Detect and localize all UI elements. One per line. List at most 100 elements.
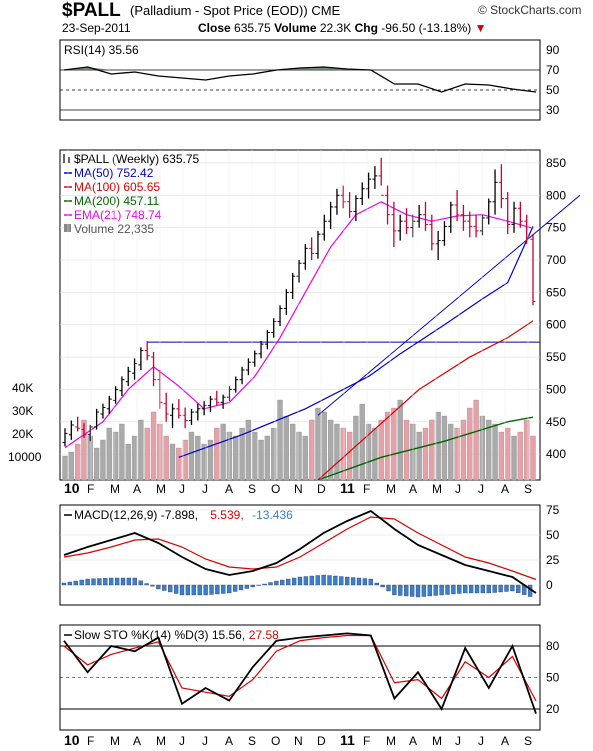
macd-histogram-bar (109, 577, 114, 586)
macd-histogram-bar (409, 584, 415, 597)
volume-bar (62, 455, 68, 481)
volume-bar (125, 443, 131, 481)
price-tick-label: 700 (546, 253, 566, 267)
volume-bar (321, 411, 327, 481)
sto-x-tick-label: F (363, 734, 370, 748)
volume-bar (302, 435, 308, 481)
macd-histogram-bar (79, 579, 84, 586)
price-x-tick-label: J (478, 482, 484, 496)
sto-x-tick-label: F (87, 734, 94, 748)
volume-bar (271, 427, 277, 481)
price-x-tick-label: O (271, 482, 280, 496)
volume-tick-label: 20K (12, 427, 33, 441)
volume-bar (365, 423, 372, 481)
price-x-tick-label: F (363, 482, 370, 496)
price-x-tick-label: 10 (64, 480, 80, 496)
macd-histogram-bar (274, 580, 279, 586)
macd-histogram-bar (445, 584, 450, 595)
volume-bar (226, 431, 233, 481)
macd-signal-line (63, 516, 537, 581)
volume-value: 22.3K (319, 21, 352, 35)
volume-bar (435, 411, 441, 481)
price-tick-label: 850 (546, 156, 566, 170)
price-x-tick-label: A (501, 482, 509, 496)
volume-bar (201, 443, 207, 481)
macd-histogram-bar (91, 578, 96, 586)
sto-tick-label: 20 (546, 702, 560, 716)
price-x-tick-label: J (202, 482, 208, 496)
macd-histogram-bar (103, 578, 108, 586)
macd-histogram-bar (256, 584, 261, 586)
macd-histogram-bar (421, 584, 427, 597)
volume-bar (138, 419, 144, 481)
macd-histogram-bar (404, 584, 409, 597)
rsi-tick-label: 30 (546, 103, 560, 117)
macd-histogram-bar (315, 575, 320, 586)
macd-histogram-bar (356, 577, 362, 586)
volume-bar (207, 439, 214, 481)
volume-bar (378, 419, 384, 481)
legend-swatch (64, 224, 71, 232)
macd-histogram-bar (156, 584, 161, 590)
quote-date: 23-Sep-2011 (62, 21, 131, 35)
volume-bar (214, 427, 220, 481)
volume-bar (106, 427, 112, 481)
volume-bar (391, 407, 397, 481)
macd-histogram-bar (498, 584, 503, 593)
macd-histogram-bar (350, 577, 356, 586)
volume-bar (524, 419, 530, 481)
sto-x-tick-label: M (432, 734, 442, 748)
macd-histogram-bar (339, 576, 344, 586)
macd-histogram-bar (427, 584, 432, 597)
macd-histogram-bar (268, 582, 273, 586)
macd-histogram-bar (368, 578, 373, 586)
bar-legend-icon (63, 154, 70, 163)
sto-legend-label: 27.58 (249, 628, 279, 642)
macd-histogram-bar (209, 584, 214, 595)
price-tick-label: 650 (546, 285, 566, 299)
rsi-tick-label: 50 (546, 83, 560, 97)
close-label: Close (198, 21, 231, 35)
volume-bar (182, 439, 188, 481)
volume-bar (169, 443, 176, 481)
macd-histogram-bar (61, 582, 67, 586)
price-tick-label: 450 (546, 415, 566, 429)
volume-bar (308, 419, 315, 481)
macd-histogram-bar (191, 584, 196, 596)
macd-histogram-bar (215, 584, 220, 595)
volume-bar (486, 419, 492, 481)
stockcharts-brand[interactable]: © StockCharts.com (478, 3, 582, 17)
volume-bar (448, 423, 454, 481)
macd-histogram-bar (439, 584, 444, 596)
price-tick-label: 400 (546, 447, 566, 461)
volume-bar (505, 427, 511, 481)
volume-bar (422, 427, 429, 481)
macd-histogram-bar (398, 584, 403, 596)
volume-bar (68, 451, 74, 481)
price-tick-label: 600 (546, 318, 566, 332)
macd-legend-label: 5.539, (210, 508, 243, 522)
volume-bar (112, 431, 119, 481)
volume-bar (277, 399, 283, 481)
macd-histogram-bar (120, 577, 126, 586)
rsi-line (63, 66, 537, 93)
volume-bar (81, 419, 87, 481)
macd-panel (59, 504, 541, 606)
macd-histogram-bar (85, 578, 90, 586)
macd-histogram-bar (97, 578, 102, 586)
chg-label: Chg (354, 21, 378, 35)
macd-histogram-bar (380, 584, 385, 588)
macd-histogram-bar (280, 579, 285, 586)
price-tick-label: 500 (546, 382, 566, 396)
price-tick-label: 550 (546, 350, 566, 364)
volume-bar (100, 439, 106, 481)
volume-bar (460, 419, 467, 481)
volume-bar (163, 435, 169, 481)
volume-bar (74, 443, 81, 481)
macd-histogram-bar (67, 581, 73, 586)
price-x-tick-label: D (317, 482, 326, 496)
volume-bar (372, 427, 378, 481)
volume-bar (283, 415, 290, 481)
rsi-tick-label: 70 (546, 63, 560, 77)
ma200-line (317, 416, 534, 481)
